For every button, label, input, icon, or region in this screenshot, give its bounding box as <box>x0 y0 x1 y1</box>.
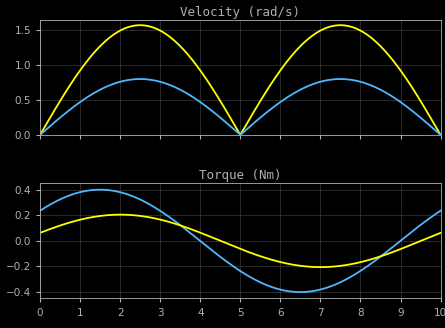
Title: Torque (Nm): Torque (Nm) <box>199 169 282 182</box>
Title: Velocity (rad/s): Velocity (rad/s) <box>180 6 300 18</box>
